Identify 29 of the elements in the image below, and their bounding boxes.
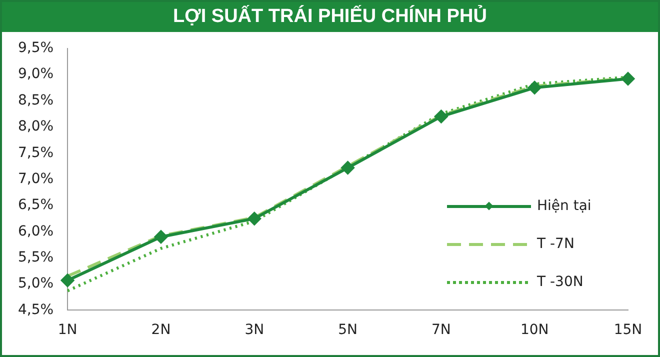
point bbox=[248, 212, 261, 226]
point bbox=[528, 81, 542, 94]
x-tick-label: 2N bbox=[151, 322, 171, 338]
point bbox=[622, 72, 634, 86]
y-tick-label: 9,5% bbox=[18, 40, 54, 56]
y-tick-label: 5,5% bbox=[18, 249, 54, 266]
y-tick-label: 7,5% bbox=[18, 144, 54, 161]
y-tick-label: 8,5% bbox=[18, 92, 54, 108]
y-tick-label: 4,5% bbox=[18, 302, 54, 318]
x-tick-label: 1N bbox=[58, 322, 78, 338]
y-tick-label: 6,5% bbox=[18, 197, 54, 214]
point bbox=[434, 110, 448, 123]
x-tick-label: 7N bbox=[431, 322, 451, 338]
y-tick-label: 7,0% bbox=[18, 170, 54, 187]
legend-label: Hiện tại bbox=[537, 198, 592, 214]
x-tick-label: 10N bbox=[520, 322, 549, 338]
x-tick-label: 5N bbox=[338, 322, 358, 338]
point bbox=[154, 230, 168, 244]
x-tick-label: 15N bbox=[614, 322, 642, 338]
point bbox=[61, 274, 74, 287]
legend-label: T -30N bbox=[537, 274, 584, 290]
y-tick-label: 8,0% bbox=[18, 118, 54, 135]
chart-title: LỢI SUẤT TRÁI PHIẾU CHÍNH PHỦ bbox=[2, 2, 658, 32]
legend-label: T -7N bbox=[537, 236, 574, 252]
x-tick-label: 3N bbox=[244, 322, 264, 338]
y-tick-label: 9,0% bbox=[18, 66, 54, 82]
y-tick-label: 5,0% bbox=[18, 276, 54, 292]
y-tick-label: 6,0% bbox=[18, 223, 54, 240]
point bbox=[341, 161, 354, 174]
